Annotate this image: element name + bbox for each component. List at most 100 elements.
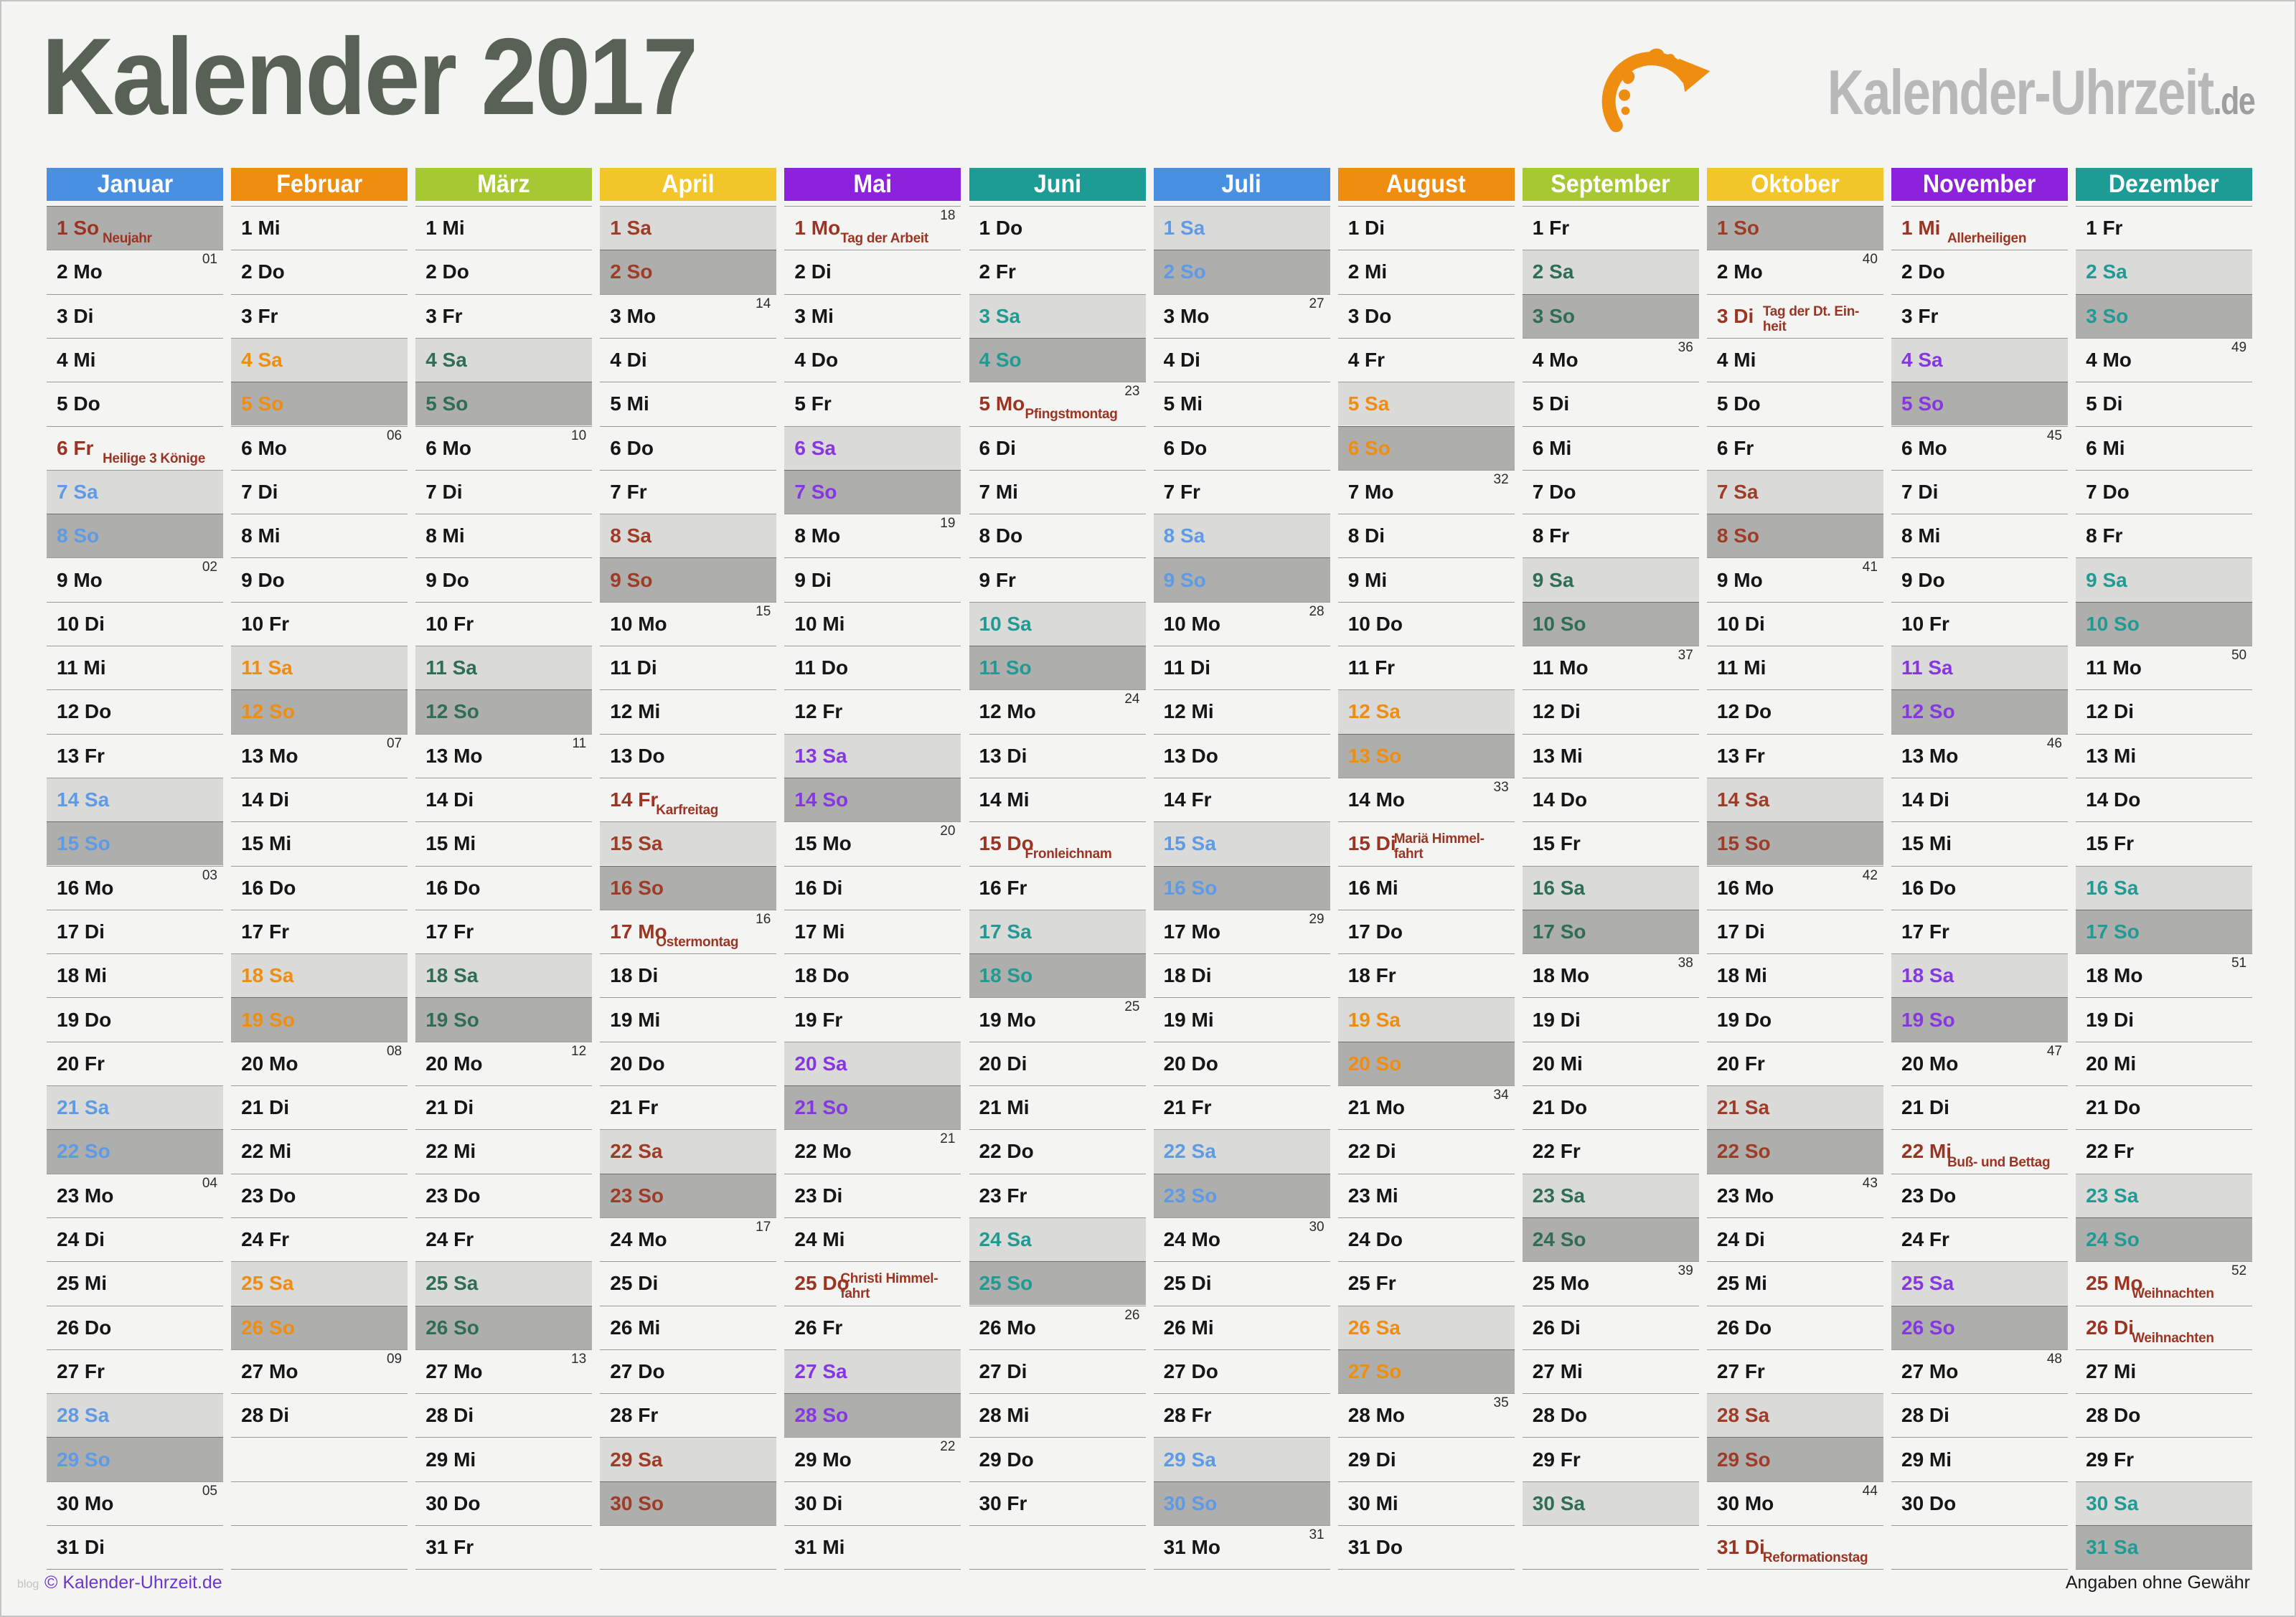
day-cell: 3 Sa bbox=[969, 293, 1146, 338]
day-label: 5 Di bbox=[1532, 392, 1570, 415]
day-label: 17 Di bbox=[57, 920, 105, 943]
day-cell: 16 Mo 03 bbox=[47, 865, 223, 910]
day-cell: 1 So Neujahr bbox=[47, 206, 223, 250]
day-label: 4 Di bbox=[610, 349, 647, 372]
day-cell: 28 Di bbox=[1891, 1393, 2068, 1437]
day-cell: 9 Fr bbox=[969, 557, 1146, 601]
week-number: 06 bbox=[386, 428, 403, 443]
day-cell: 22 Sa bbox=[600, 1129, 777, 1174]
day-label: 19 Mi bbox=[1163, 1008, 1214, 1031]
day-label: 3 Sa bbox=[979, 304, 1021, 327]
day-label: 28 Do bbox=[2086, 1404, 2141, 1427]
day-cell: 13 Fr bbox=[1706, 733, 1883, 778]
day-cell: 6 Mi bbox=[1522, 425, 1699, 470]
day-label: 19 Fr bbox=[794, 1008, 843, 1031]
day-cell: 13 Mo 07 bbox=[231, 733, 408, 778]
day-cell: 30 Sa bbox=[2076, 1481, 2253, 1525]
day-label: 9 Do bbox=[241, 568, 285, 591]
day-cell: 2 Sa bbox=[1522, 250, 1699, 294]
day-label: 3 So bbox=[2086, 304, 2129, 327]
day-cell: 18 Mi bbox=[1706, 953, 1883, 997]
day-cell bbox=[231, 1437, 408, 1481]
day-label: 15 Mo bbox=[794, 832, 852, 855]
week-number: 16 bbox=[756, 911, 771, 927]
day-label: 3 Mo bbox=[610, 304, 657, 327]
day-cell: 28 Do bbox=[1522, 1393, 1699, 1437]
day-cell: 17 Fr bbox=[1891, 909, 2068, 953]
day-label: 3 So bbox=[1532, 304, 1575, 327]
day-cell: 7 Sa bbox=[47, 469, 223, 514]
day-label: 29 Sa bbox=[610, 1448, 663, 1471]
day-cell: 30 Do bbox=[1891, 1481, 2068, 1525]
week-number: 47 bbox=[2046, 1043, 2062, 1059]
day-cell: 27 So bbox=[1337, 1349, 1515, 1394]
day-cell: 7 Mi bbox=[969, 469, 1146, 514]
day-label: 8 Mi bbox=[241, 524, 281, 547]
day-label: 26 Fr bbox=[794, 1316, 843, 1339]
day-cell: 26 Sa bbox=[1337, 1305, 1515, 1349]
day-label: 1 Fr bbox=[1532, 217, 1570, 240]
day-label: 20 Mi bbox=[1532, 1052, 1583, 1075]
day-label: 23 Sa bbox=[1532, 1184, 1585, 1207]
day-cell: 15 Mi bbox=[415, 821, 593, 865]
day-label: 18 Sa bbox=[241, 964, 294, 987]
day-label: 17 Sa bbox=[979, 920, 1032, 943]
day-cell: 18 Fr bbox=[1337, 953, 1515, 997]
day-cell: 5 Sa bbox=[1337, 382, 1515, 426]
day-cell: 28 Mi bbox=[969, 1393, 1146, 1437]
week-number: 12 bbox=[571, 1043, 587, 1059]
day-label: 10 Fr bbox=[425, 612, 474, 635]
day-label: 15 So bbox=[57, 832, 110, 855]
day-label: 21 Do bbox=[2086, 1096, 2141, 1119]
day-cell: 21 Di bbox=[1891, 1085, 2068, 1129]
day-cell: 12 Sa bbox=[1337, 689, 1515, 734]
day-cell: 23 Mi bbox=[1337, 1173, 1515, 1217]
day-label: 21 Di bbox=[1901, 1096, 1949, 1119]
day-cell: 22 Mi bbox=[415, 1129, 593, 1173]
month-column: September 1 Fr 2 Sa 3 So 4 Mo 36 5 Di 6 Mi 7 Do 8… bbox=[1522, 1, 1699, 1616]
day-label: 26 Do bbox=[1716, 1316, 1772, 1339]
day-label: 14 Do bbox=[2086, 788, 2141, 811]
day-label: 29 So bbox=[1716, 1448, 1771, 1471]
day-cell: 16 Do bbox=[1891, 865, 2068, 910]
day-cell: 27 Fr bbox=[47, 1349, 223, 1393]
day-cell: 29 Sa bbox=[600, 1437, 777, 1481]
day-cell: 17 Fr bbox=[415, 909, 593, 953]
day-cell: 17 Mo 29 bbox=[1153, 909, 1330, 953]
day-label: 27 Do bbox=[1163, 1359, 1218, 1382]
day-cell: 26 Di Weihnachten bbox=[2076, 1305, 2253, 1349]
day-label: 22 Fr bbox=[2086, 1140, 2135, 1163]
day-cell: 31 Mo 31 bbox=[1153, 1525, 1330, 1569]
holiday-label: Weihnachten bbox=[2132, 1330, 2214, 1346]
day-label: 6 Fr bbox=[57, 436, 94, 459]
day-cell: 17 Di bbox=[1706, 909, 1883, 953]
day-cell: 26 So bbox=[231, 1305, 408, 1349]
copyright-link[interactable]: © Kalender-Uhrzeit.de bbox=[44, 1573, 222, 1593]
day-cell: 16 Do bbox=[231, 865, 408, 910]
day-label: 1 Do bbox=[979, 217, 1023, 240]
day-cell: 11 Di bbox=[600, 646, 777, 689]
month-column: Juli 1 Sa 2 So 3 Mo 27 4 Di 5 Mi 6 Do 7 Fr 8 Sa 9 … bbox=[1153, 1, 1330, 1616]
day-cell: 9 Mo 41 bbox=[1706, 557, 1883, 601]
day-label: 13 Mi bbox=[2086, 744, 2137, 767]
week-number: 46 bbox=[2046, 735, 2062, 751]
day-cell: 18 Do bbox=[784, 953, 961, 997]
day-label: 12 So bbox=[1901, 700, 1955, 723]
day-cell: 28 Do bbox=[2076, 1393, 2253, 1437]
day-cell: 9 Di bbox=[784, 557, 961, 601]
day-cell: 12 Mo 24 bbox=[969, 689, 1146, 733]
day-label: 26 Di bbox=[2086, 1316, 2135, 1339]
day-cell: 3 Mo 27 bbox=[1153, 293, 1330, 338]
day-cell: 9 Do bbox=[231, 557, 408, 601]
month-days: 1 Di 2 Mi 3 Do 4 Fr 5 Sa 6 So 7 Mo 32 8 Di 9 Mi 10… bbox=[1337, 206, 1515, 1570]
day-cell: 21 Sa bbox=[1706, 1085, 1883, 1130]
day-cell: 27 Mo 09 bbox=[231, 1349, 408, 1393]
day-label: 17 So bbox=[1532, 920, 1586, 943]
day-label: 10 Di bbox=[57, 612, 105, 635]
day-cell: 10 Mo 28 bbox=[1153, 601, 1330, 646]
month-column: März 1 Mi 2 Do 3 Fr 4 Sa 5 So 6 Mo 10 7 Di 8 Mi 9 … bbox=[415, 1, 593, 1616]
day-cell: 16 Mi bbox=[1337, 865, 1515, 910]
week-number: 15 bbox=[756, 603, 771, 619]
day-cell: 20 Mi bbox=[2076, 1041, 2253, 1085]
day-cell: 14 Fr bbox=[1153, 777, 1330, 821]
